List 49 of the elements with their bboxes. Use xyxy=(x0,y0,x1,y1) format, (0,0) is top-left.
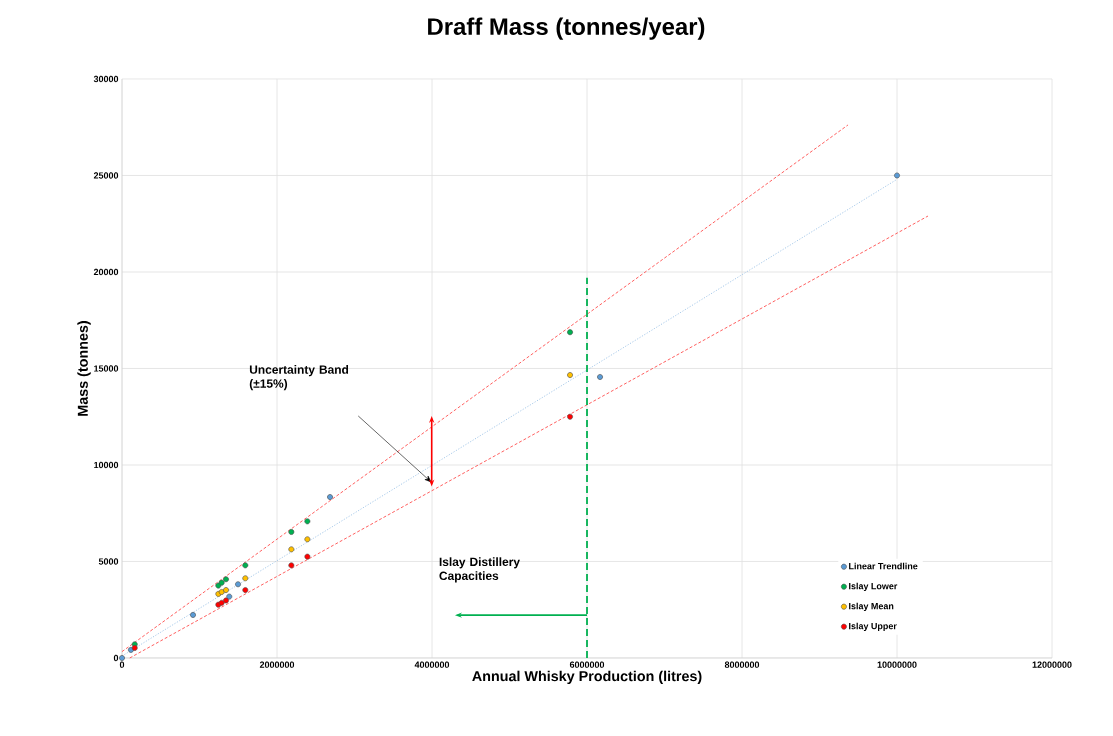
point xyxy=(242,562,249,569)
x-tick-label: 4000000 xyxy=(414,661,450,668)
y-axis-title: Mass (tonnes) xyxy=(77,320,91,416)
point xyxy=(242,575,249,582)
x-tick-label: 0 xyxy=(119,661,125,668)
point xyxy=(223,587,229,593)
point xyxy=(235,581,241,588)
point xyxy=(218,589,225,595)
point xyxy=(223,576,229,583)
point xyxy=(567,372,573,378)
point xyxy=(223,597,229,604)
y-tick-label: 15000 xyxy=(94,365,119,372)
y-tick-label: 20000 xyxy=(93,268,119,276)
point xyxy=(218,599,225,606)
point xyxy=(304,553,311,560)
point xyxy=(288,546,295,553)
point xyxy=(327,494,333,500)
y-tick-label: 0 xyxy=(113,654,119,662)
x-tick-label: 12000000 xyxy=(1032,661,1072,668)
point xyxy=(304,536,311,543)
legend-label: Islay Lower xyxy=(849,582,898,592)
legend-label: Linear Trendline xyxy=(849,562,918,570)
x-tick-label: 10000000 xyxy=(877,661,917,668)
annotation: Islay Distillery Capacities xyxy=(439,557,520,583)
point xyxy=(567,413,573,420)
y-tick-label: 30000 xyxy=(93,75,119,83)
point xyxy=(218,579,225,586)
point xyxy=(894,172,900,179)
x-tick-label: 8000000 xyxy=(724,661,760,668)
point xyxy=(190,612,196,618)
point xyxy=(567,329,573,336)
x-tick-label: 2000000 xyxy=(259,661,295,668)
x-axis-title: Annual Whisky Production (litres) xyxy=(472,670,702,685)
point xyxy=(304,518,311,525)
point xyxy=(242,587,249,593)
point xyxy=(597,374,603,380)
legend-label: Islay Mean xyxy=(849,602,894,612)
y-tick-label: 25000 xyxy=(93,172,119,179)
chart-title: Draff Mass (tonnes/year) xyxy=(428,17,705,40)
y-tick-label: 5000 xyxy=(98,558,119,565)
legend-label: Islay Upper xyxy=(849,622,897,632)
y-tick-label: 10000 xyxy=(94,461,119,469)
annotation: Uncertainty Band (±15%) xyxy=(249,365,349,391)
point xyxy=(119,655,125,661)
point xyxy=(288,562,295,569)
point xyxy=(215,582,222,589)
point xyxy=(288,529,295,535)
point xyxy=(131,645,138,651)
x-tick-label: 6000000 xyxy=(569,661,605,668)
